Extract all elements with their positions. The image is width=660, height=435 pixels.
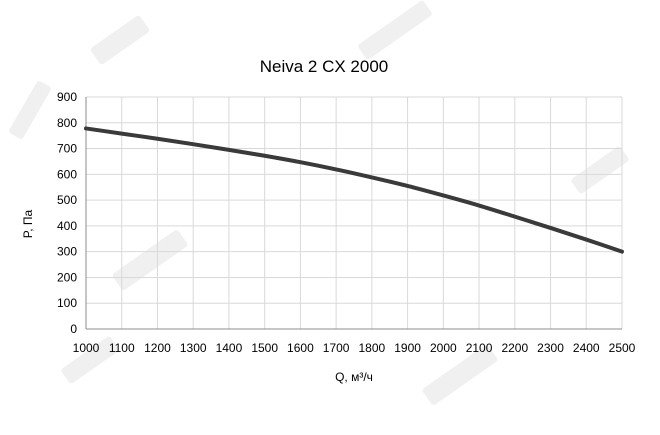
y-tick-label: 300 bbox=[57, 245, 77, 259]
x-tick-label: 1100 bbox=[109, 341, 135, 355]
x-axis-label: Q, м³/ч bbox=[335, 370, 373, 384]
x-tick-label: 2200 bbox=[501, 341, 528, 355]
watermark-layer bbox=[9, 0, 629, 405]
x-tick-label: 1700 bbox=[323, 341, 350, 355]
y-tick-label: 500 bbox=[57, 193, 77, 207]
x-tick-label: 2000 bbox=[430, 341, 457, 355]
y-tick-label: 800 bbox=[57, 116, 77, 130]
x-tick-label: 1900 bbox=[394, 341, 421, 355]
chart-title: Neiva 2 CX 2000 bbox=[260, 57, 389, 76]
x-tick-label: 1200 bbox=[144, 341, 171, 355]
x-tick-label: 1400 bbox=[216, 341, 243, 355]
x-tick-label: 1300 bbox=[180, 341, 207, 355]
grid-vertical bbox=[85, 97, 623, 329]
grid-horizontal bbox=[86, 96, 622, 330]
x-tick-label: 2500 bbox=[609, 341, 636, 355]
x-tick-labels: 1000 1100 1200 1300 1400 1500 1600 1700 1800 1900… bbox=[73, 341, 636, 355]
series-layer bbox=[84, 126, 624, 254]
y-tick-labels: 0 100 200 300 400 500 600 700 800 900 bbox=[57, 90, 77, 336]
x-tick-label: 1800 bbox=[359, 341, 386, 355]
y-tick-label: 0 bbox=[70, 322, 77, 336]
x-tick-label: 2300 bbox=[537, 341, 564, 355]
x-tick-label: 1500 bbox=[251, 341, 278, 355]
y-tick-label: 100 bbox=[57, 296, 77, 310]
y-tick-label: 600 bbox=[57, 167, 77, 181]
y-tick-label: 400 bbox=[57, 219, 77, 233]
y-tick-label: 700 bbox=[57, 142, 77, 156]
axes bbox=[85, 97, 622, 330]
x-tick-label: 1000 bbox=[73, 341, 100, 355]
series-line bbox=[84, 126, 624, 254]
y-tick-label: 200 bbox=[57, 270, 77, 284]
y-tick-label: 900 bbox=[57, 90, 77, 104]
x-tick-label: 1600 bbox=[287, 341, 314, 355]
y-axis-label: P, Па bbox=[21, 209, 35, 238]
x-tick-label: 2400 bbox=[573, 341, 600, 355]
x-tick-label: 2100 bbox=[466, 341, 493, 355]
